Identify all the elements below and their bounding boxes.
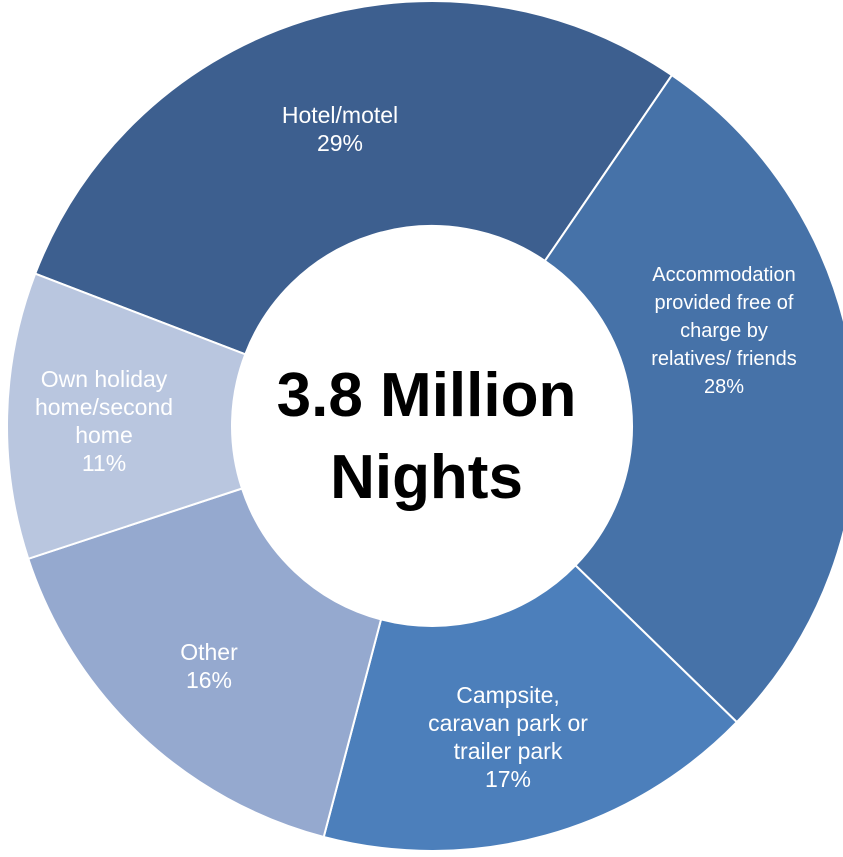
slice-labels: Hotel/motel 29% Accommodation provided free…: [35, 102, 797, 792]
slice-label-line: Other: [180, 639, 238, 665]
slice-value-0: 29%: [317, 130, 363, 156]
slice-label-0: Hotel/motel 29%: [282, 102, 398, 156]
slice-label-line: relatives/ friends: [651, 348, 797, 370]
slice-label-line: charge by: [680, 320, 768, 342]
slice-value-4: 11%: [82, 450, 126, 476]
slice-label-line: caravan park or: [428, 710, 588, 736]
slice-label-4: Own holiday home/second home 11%: [35, 366, 173, 476]
slice-label-2: Campsite, caravan park or trailer park 17%: [428, 682, 588, 792]
slice-label-line: provided free of: [655, 292, 794, 314]
slice-label-line: trailer park: [454, 738, 563, 764]
slice-label-line: Own holiday: [41, 366, 168, 392]
slice-value-1: 28%: [704, 376, 744, 398]
slice-label-line: home/second: [35, 394, 173, 420]
donut-hole: [232, 226, 632, 626]
slice-label-line: home: [75, 422, 133, 448]
slice-label-3: Other 16%: [180, 639, 238, 693]
slice-value-2: 17%: [485, 766, 531, 792]
slices: [6, 0, 843, 852]
slice-label-line: Accommodation: [652, 264, 795, 286]
slice-label-line: Hotel/motel: [282, 102, 398, 128]
slice-value-3: 16%: [186, 667, 232, 693]
slice-label-line: Campsite,: [456, 682, 560, 708]
slice-label-1: Accommodation provided free of charge by re…: [651, 264, 797, 398]
